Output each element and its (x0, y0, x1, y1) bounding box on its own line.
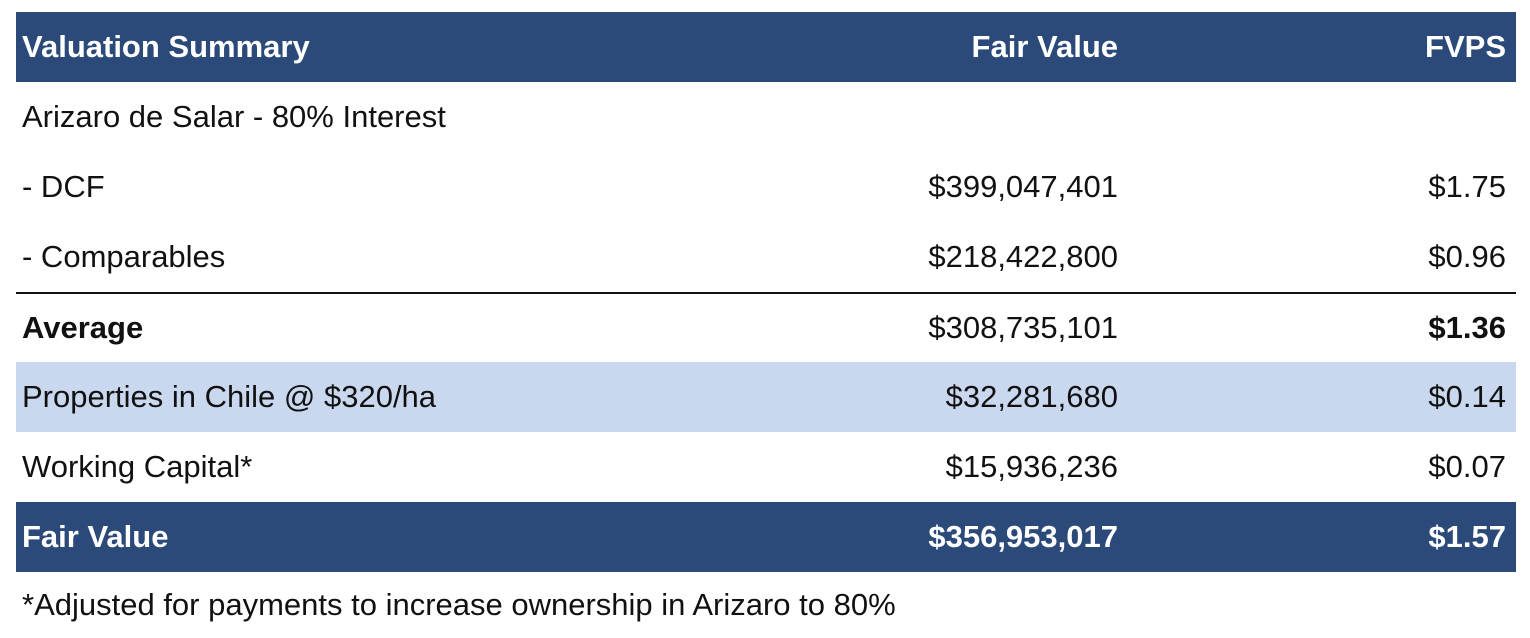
row-label: - DCF (22, 169, 105, 204)
row-fair-value: $15,936,236 (945, 449, 1118, 484)
row-label: - Comparables (22, 239, 226, 274)
table-row-dcf: - DCF $399,047,401 $1.75 (16, 152, 1516, 222)
row-fvps: $0.96 (1428, 239, 1506, 274)
table-row-comparables: - Comparables $218,422,800 $0.96 (16, 222, 1516, 292)
header-fvps: FVPS (1425, 29, 1506, 64)
row-fair-value: $218,422,800 (928, 239, 1118, 274)
row-fair-value: $399,047,401 (928, 169, 1118, 204)
row-fvps: $0.07 (1428, 449, 1506, 484)
table-total-row: Fair Value $356,953,017 $1.57 (16, 502, 1516, 572)
row-fair-value: $32,281,680 (945, 379, 1118, 414)
table-row-properties-chile: Properties in Chile @ $320/ha $32,281,68… (16, 362, 1516, 432)
total-fvps: $1.57 (1428, 519, 1506, 554)
row-fair-value: $308,735,101 (928, 310, 1118, 345)
footnote: *Adjusted for payments to increase owner… (22, 587, 896, 622)
table-header-row: Valuation Summary Fair Value FVPS (16, 12, 1516, 82)
header-title: Valuation Summary (22, 29, 310, 64)
row-label: Average (22, 310, 144, 345)
row-label: Properties in Chile @ $320/ha (22, 379, 437, 414)
row-fvps: $1.75 (1428, 169, 1506, 204)
row-label: Arizaro de Salar - 80% Interest (22, 99, 446, 134)
table-row-working-capital: Working Capital* $15,936,236 $0.07 (16, 432, 1516, 502)
table-row-average: Average $308,735,101 $1.36 (16, 292, 1516, 362)
valuation-summary-table: Valuation Summary Fair Value FVPS Arizar… (16, 12, 1516, 572)
total-label: Fair Value (22, 519, 169, 554)
row-fvps: $1.36 (1428, 310, 1506, 345)
header-fair-value: Fair Value (971, 29, 1118, 64)
row-label: Working Capital* (22, 449, 253, 484)
table-row-arizaro: Arizaro de Salar - 80% Interest (16, 82, 1516, 152)
row-fvps: $0.14 (1428, 379, 1506, 414)
total-fair-value: $356,953,017 (928, 519, 1118, 554)
